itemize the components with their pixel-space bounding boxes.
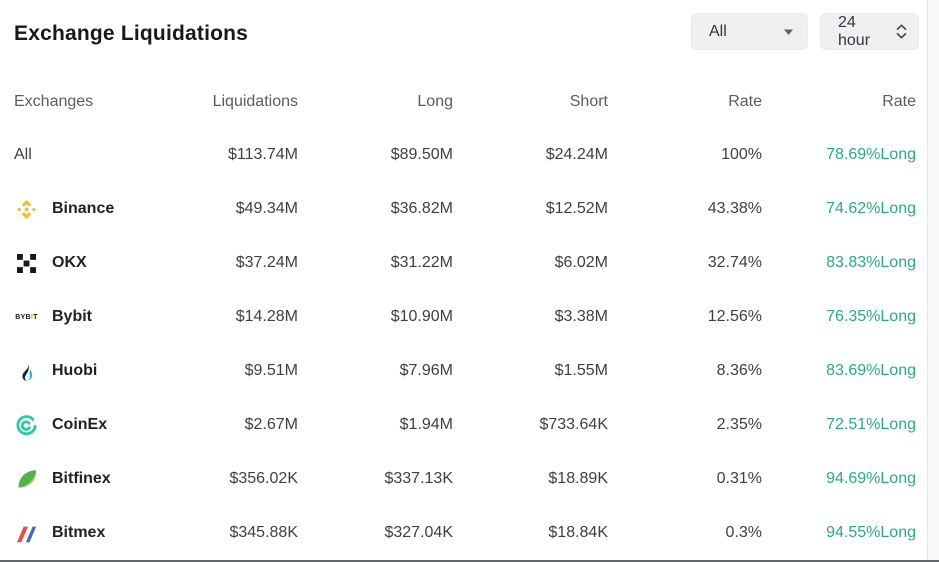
exchange-cell: Binance xyxy=(14,197,154,221)
exchange-filter-select[interactable]: All xyxy=(691,13,808,50)
short-value: $6.02M xyxy=(554,254,608,271)
binance-logo-icon xyxy=(17,199,36,219)
liquidations-value: $37.24M xyxy=(235,254,298,271)
exchange-name: Bitfinex xyxy=(52,470,111,487)
column-header-liquidations: Liquidations xyxy=(212,93,298,110)
exchange-icon xyxy=(14,251,39,275)
column-header-short: Short xyxy=(569,93,608,110)
exchange-icon: BYBIT xyxy=(14,305,39,329)
table-row-coinex: CoinEx $2.67M $1.94M $733.64K 2.35% 72.5… xyxy=(14,398,916,452)
rate-value: 8.36% xyxy=(716,362,762,379)
column-header-exchanges: Exchanges xyxy=(14,93,94,110)
long-rate-value: 72.51%Long xyxy=(826,416,916,433)
exchange-cell: BYBIT Bybit xyxy=(14,305,154,329)
short-value: $3.38M xyxy=(554,308,608,325)
exchange-name: Binance xyxy=(52,200,115,217)
exchange-name: Bitmex xyxy=(52,524,106,541)
scrollbar-track[interactable] xyxy=(927,0,939,562)
liquidations-value: $2.67M xyxy=(244,416,298,433)
exchange-cell: Huobi xyxy=(14,359,154,383)
table-row-bitfinex: Bitfinex $356.02K $337.13K $18.89K 0.31%… xyxy=(14,452,916,506)
time-filter-select[interactable]: 24 hour xyxy=(820,13,919,50)
long-rate-value: 78.69%Long xyxy=(826,146,916,163)
bitfinex-logo-icon xyxy=(18,470,36,488)
rate-value: 2.35% xyxy=(716,416,762,433)
exchange-name: Huobi xyxy=(52,362,98,379)
table-row-binance: Binance $49.34M $36.82M $12.52M 43.38% 7… xyxy=(14,182,916,236)
column-header-long: Long xyxy=(417,93,453,110)
column-header-rate-long: Rate xyxy=(882,93,916,110)
filter-bar: All 24 hour xyxy=(691,13,919,50)
liquidations-value: $14.28M xyxy=(235,308,298,325)
rate-value: 32.74% xyxy=(707,254,762,271)
long-value: $7.96M xyxy=(399,362,453,379)
rate-value: 0.3% xyxy=(725,524,762,541)
short-value: $18.84K xyxy=(548,524,608,541)
rate-value: 100% xyxy=(721,146,762,163)
exchange-name: OKX xyxy=(52,254,87,271)
liquidations-value: $356.02K xyxy=(229,470,298,487)
exchange-name: CoinEx xyxy=(52,416,108,433)
table-row-all: All $113.74M $89.50M $24.24M 100% 78.69%… xyxy=(14,128,916,182)
time-filter-value: 24 hour xyxy=(838,13,871,49)
short-value: $733.64K xyxy=(539,416,608,433)
exchange-icon xyxy=(14,521,39,545)
rate-value: 43.38% xyxy=(707,200,762,217)
long-value: $1.94M xyxy=(399,416,453,433)
exchange-icon xyxy=(14,467,39,491)
up-down-chevrons-icon xyxy=(896,24,907,39)
short-value: $24.24M xyxy=(545,146,608,163)
long-value: $31.22M xyxy=(390,254,453,271)
liquidations-value: $113.74M xyxy=(228,146,298,163)
exchange-cell: All xyxy=(14,146,154,164)
long-value: $89.50M xyxy=(390,146,453,163)
rate-value: 12.56% xyxy=(707,308,762,325)
table-row-bitmex: Bitmex $345.88K $327.04K $18.84K 0.3% 94… xyxy=(14,506,916,560)
okx-logo-icon xyxy=(17,253,36,273)
short-value: $12.52M xyxy=(545,200,608,217)
long-value: $10.90M xyxy=(390,308,453,325)
liquidations-value: $9.51M xyxy=(244,362,298,379)
exchange-icon xyxy=(14,197,39,221)
long-value: $337.13K xyxy=(384,470,453,487)
exchange-filter-value: All xyxy=(709,22,727,40)
long-rate-value: 74.62%Long xyxy=(826,200,916,217)
page-title: Exchange Liquidations xyxy=(14,22,249,45)
bottom-border xyxy=(0,560,939,562)
liquidations-value: $345.88K xyxy=(229,524,298,541)
table-rows: All $113.74M $89.50M $24.24M 100% 78.69%… xyxy=(14,128,916,560)
table-row-bybit: BYBIT Bybit $14.28M $10.90M $3.38M 12.56… xyxy=(14,290,916,344)
bitmex-logo-icon xyxy=(17,526,37,542)
table-row-huobi: Huobi $9.51M $7.96M $1.55M 8.36% 83.69%L… xyxy=(14,344,916,398)
rate-value: 0.31% xyxy=(716,470,762,487)
exchange-name: Bybit xyxy=(52,308,92,325)
huobi-logo-icon xyxy=(21,361,32,381)
exchange-cell: Bitfinex xyxy=(14,467,154,491)
long-rate-value: 94.55%Long xyxy=(826,524,916,541)
short-value: $1.55M xyxy=(554,362,608,379)
long-rate-value: 94.69%Long xyxy=(826,470,916,487)
exchange-name: All xyxy=(14,146,32,163)
short-value: $18.89K xyxy=(548,470,608,487)
table-header-row: Exchanges Liquidations Long Short Rate Rate xyxy=(14,92,916,112)
long-rate-value: 83.69%Long xyxy=(826,362,916,379)
table-row-okx: OKX $37.24M $31.22M $6.02M 32.74% 83.83%… xyxy=(14,236,916,290)
exchange-cell: Bitmex xyxy=(14,521,154,545)
exchange-icon xyxy=(14,413,39,437)
column-header-rate: Rate xyxy=(728,93,762,110)
bybit-logo-icon: BYBIT xyxy=(15,313,38,321)
long-value: $36.82M xyxy=(390,200,453,217)
coinex-logo-icon xyxy=(16,414,37,435)
chevron-down-icon xyxy=(784,29,793,35)
long-rate-value: 83.83%Long xyxy=(826,254,916,271)
exchange-icon xyxy=(14,359,39,383)
liquidations-value: $49.34M xyxy=(235,200,298,217)
exchange-cell: CoinEx xyxy=(14,413,154,437)
long-value: $327.04K xyxy=(384,524,453,541)
exchange-cell: OKX xyxy=(14,251,154,275)
long-rate-value: 76.35%Long xyxy=(826,308,916,325)
